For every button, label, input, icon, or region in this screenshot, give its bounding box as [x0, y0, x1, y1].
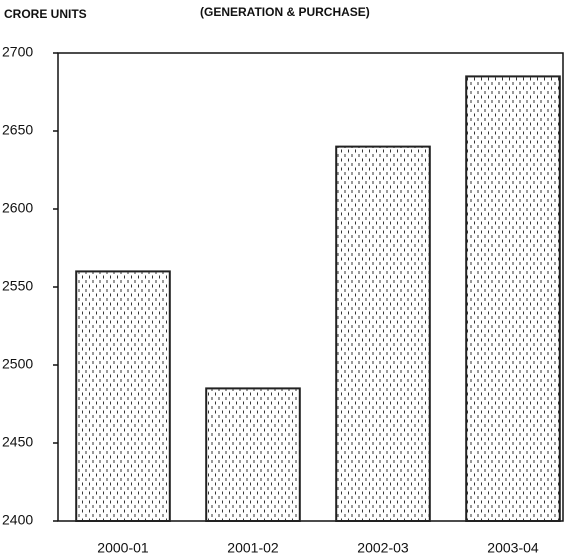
- bar: [205, 387, 301, 522]
- bar: [75, 270, 171, 522]
- chart-title: (GENERATION & PURCHASE): [200, 5, 370, 19]
- y-tick-label: 2550: [2, 278, 33, 294]
- y-tick-label: 2700: [2, 44, 33, 60]
- y-tick-label: 2650: [2, 122, 33, 138]
- x-tick-label: 2002-03: [357, 540, 409, 556]
- y-axis-label: CRORE UNITS: [4, 7, 87, 21]
- y-tick-label: 2600: [2, 200, 33, 216]
- x-tick-label: 2003-04: [487, 540, 539, 556]
- y-tick-label: 2450: [2, 434, 33, 450]
- bar: [465, 75, 561, 523]
- bar: [335, 145, 431, 522]
- y-tick-label: 2400: [2, 512, 33, 528]
- y-tick-label: 2500: [2, 356, 33, 372]
- x-tick-label: 2000-01: [97, 540, 149, 556]
- x-tick-label: 2001-02: [227, 540, 279, 556]
